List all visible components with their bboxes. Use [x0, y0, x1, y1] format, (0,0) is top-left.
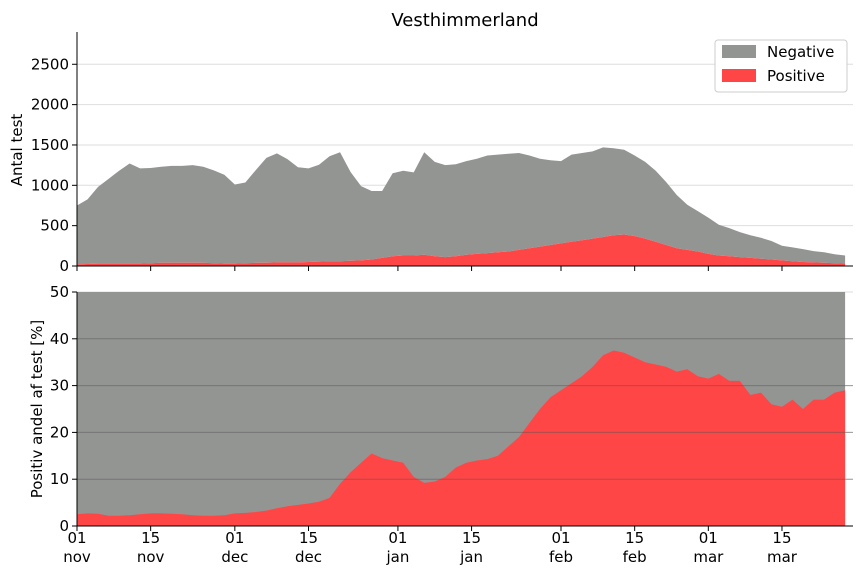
x-tick-label-day: 01 [551, 529, 570, 547]
x-tick-label-day: 15 [141, 529, 160, 547]
chart-title: Vesthimmerland [391, 10, 538, 31]
bottom-area-positive [77, 350, 846, 526]
bottom-panel: 0 10 20 30 40 50 [50, 283, 853, 535]
top-panel: 0 500 1000 1500 2000 2500 [31, 32, 853, 275]
x-tick-label-day: 15 [625, 529, 644, 547]
x-tick-label-day: 01 [699, 529, 718, 547]
legend-swatch-negative [722, 45, 756, 58]
x-tick-label-month: nov [137, 548, 165, 566]
x-tick-label-day: 15 [462, 529, 481, 547]
legend-label-negative: Negative [767, 43, 834, 61]
bottom-y-tick-label: 10 [50, 470, 69, 488]
bottom-y-axis-label: Positiv andel af test [%] [28, 320, 46, 499]
top-y-tick-label: 0 [59, 257, 69, 275]
x-tick-label-month: mar [693, 548, 724, 566]
x-tick-label-month: mar [767, 548, 798, 566]
x-tick-label-month: jan [385, 548, 409, 566]
bottom-y-tick-label: 0 [59, 517, 69, 535]
top-y-tick-label: 1000 [31, 176, 69, 194]
bottom-y-tick-label: 50 [50, 283, 69, 301]
x-tick-label-month: feb [549, 548, 573, 566]
top-area-positive [77, 234, 846, 266]
legend-swatch-positive [722, 69, 756, 82]
bottom-y-tick-label: 40 [50, 330, 69, 348]
x-tick-label-month: dec [221, 548, 248, 566]
x-tick-label-month: dec [295, 548, 322, 566]
x-tick-label-month: nov [63, 548, 91, 566]
bottom-y-tick-label: 20 [50, 423, 69, 441]
top-y-axis-label: Antal test [8, 114, 26, 187]
x-tick-label-month: feb [623, 548, 647, 566]
x-tick-label-day: 01 [388, 529, 407, 547]
legend-label-positive: Positive [767, 67, 825, 85]
x-axis: 01nov15nov01dec15dec01jan15jan01feb15feb… [63, 529, 798, 566]
top-y-tick-label: 2500 [31, 55, 69, 73]
top-y-tick-label: 1500 [31, 136, 69, 154]
x-tick-label-month: jan [459, 548, 483, 566]
legend: Negative Positive [714, 39, 848, 93]
top-y-tick-label: 500 [40, 217, 69, 235]
x-tick-label-day: 01 [67, 529, 86, 547]
x-tick-label-day: 01 [225, 529, 244, 547]
top-area-negative [77, 147, 846, 265]
x-tick-label-day: 15 [299, 529, 318, 547]
x-tick-label-day: 15 [772, 529, 791, 547]
top-y-tick-label: 2000 [31, 96, 69, 114]
bottom-y-tick-label: 30 [50, 377, 69, 395]
